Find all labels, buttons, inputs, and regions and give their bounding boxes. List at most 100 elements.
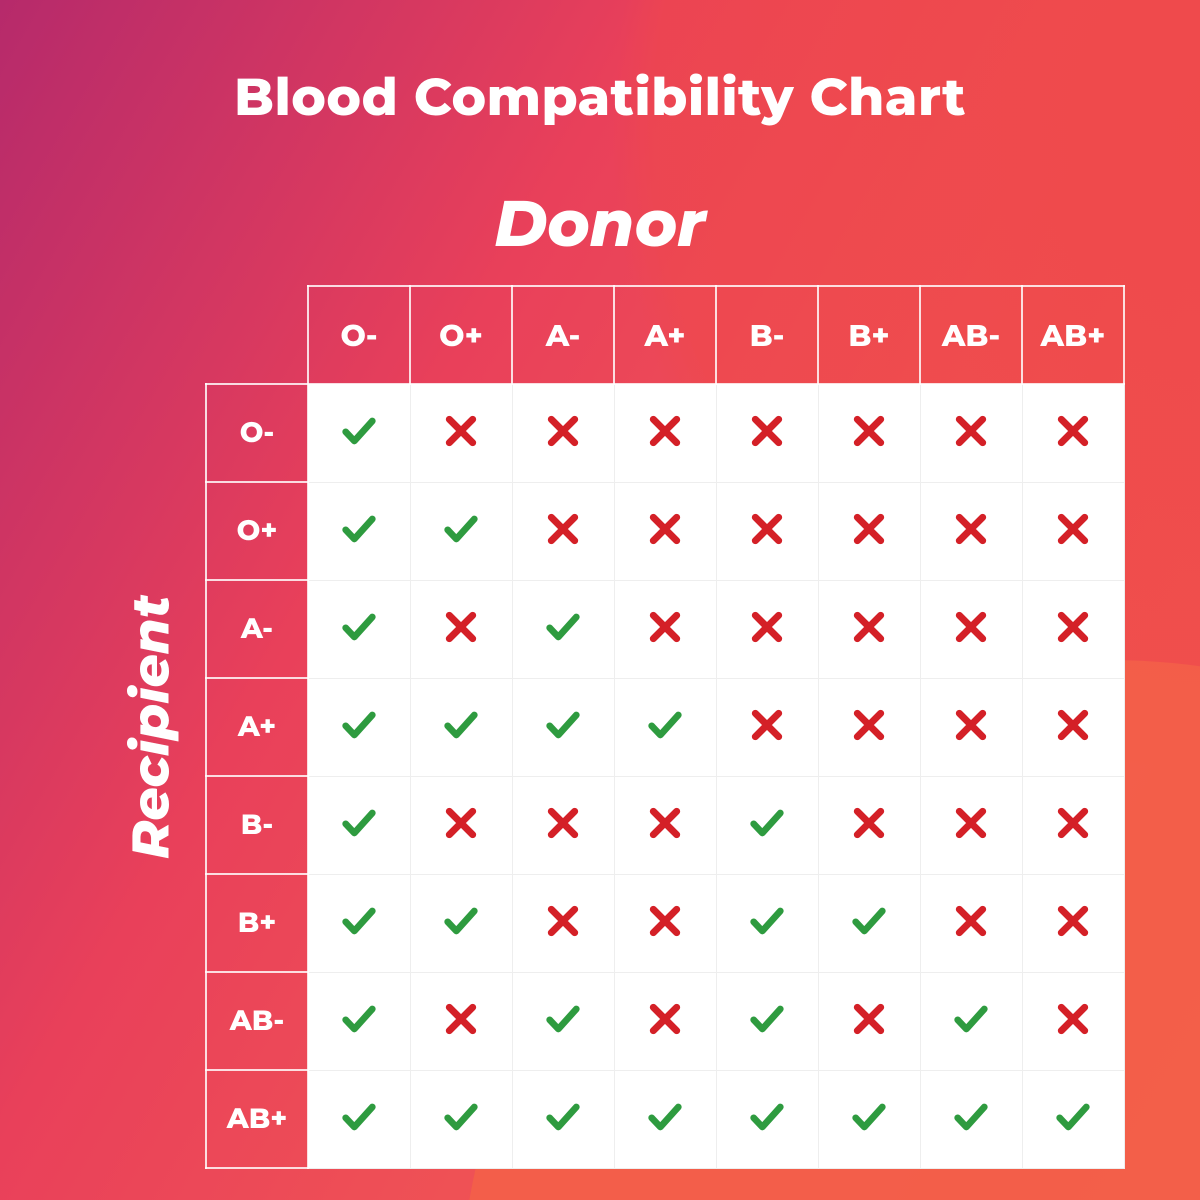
table-cell — [512, 482, 614, 580]
check-icon — [339, 1123, 379, 1142]
cross-icon — [645, 1025, 685, 1044]
table-cell — [614, 1070, 716, 1168]
table-row: B- — [206, 776, 1124, 874]
cross-icon — [1053, 437, 1093, 456]
check-icon — [951, 1025, 991, 1044]
table-cell — [818, 384, 920, 482]
cross-icon — [543, 927, 583, 946]
check-icon — [339, 437, 379, 456]
table-cell — [308, 874, 410, 972]
cross-icon — [543, 535, 583, 554]
table-cell — [410, 580, 512, 678]
table-cell — [920, 874, 1022, 972]
table-cell — [920, 972, 1022, 1070]
cross-icon — [1053, 927, 1093, 946]
check-icon — [747, 1123, 787, 1142]
cross-icon — [543, 437, 583, 456]
cross-icon — [543, 829, 583, 848]
row-header: O+ — [206, 482, 308, 580]
table-cell — [512, 972, 614, 1070]
table-cell — [512, 384, 614, 482]
table-cell — [614, 384, 716, 482]
table-row: B+ — [206, 874, 1124, 972]
cross-icon — [645, 829, 685, 848]
check-icon — [339, 927, 379, 946]
table-cell — [716, 776, 818, 874]
table-cell — [716, 580, 818, 678]
cross-icon — [849, 1025, 889, 1044]
cross-icon — [951, 927, 991, 946]
table-cell — [1022, 874, 1124, 972]
cross-icon — [951, 535, 991, 554]
table-cell — [1022, 1070, 1124, 1168]
check-icon — [747, 927, 787, 946]
table-row: A+ — [206, 678, 1124, 776]
check-icon — [339, 731, 379, 750]
table-cell — [410, 874, 512, 972]
row-header: B- — [206, 776, 308, 874]
table-cell — [308, 678, 410, 776]
table-cell — [308, 972, 410, 1070]
table-cell — [1022, 972, 1124, 1070]
row-header: A- — [206, 580, 308, 678]
table-cell — [614, 776, 716, 874]
cross-icon — [951, 731, 991, 750]
table-cell — [920, 580, 1022, 678]
cross-icon — [1053, 633, 1093, 652]
cross-icon — [849, 535, 889, 554]
table-cell — [920, 678, 1022, 776]
cross-icon — [441, 1025, 481, 1044]
col-header: AB+ — [1022, 286, 1124, 384]
table-cell — [308, 482, 410, 580]
cross-icon — [747, 633, 787, 652]
cross-icon — [951, 829, 991, 848]
check-icon — [339, 633, 379, 652]
check-icon — [1053, 1123, 1093, 1142]
table-cell — [614, 874, 716, 972]
table-row: O- — [206, 384, 1124, 482]
table-cell — [410, 776, 512, 874]
check-icon — [543, 1025, 583, 1044]
row-header: A+ — [206, 678, 308, 776]
table-cell — [920, 776, 1022, 874]
table-cell — [308, 1070, 410, 1168]
page-title: Blood Compatibility Chart — [234, 66, 966, 129]
cross-icon — [747, 437, 787, 456]
table-row: A- — [206, 580, 1124, 678]
cross-icon — [747, 731, 787, 750]
table-cell — [818, 776, 920, 874]
table-corner — [206, 286, 308, 384]
table-header-row: O- O+ A- A+ B- B+ AB- AB+ — [206, 286, 1124, 384]
table-cell — [614, 482, 716, 580]
table-cell — [920, 1070, 1022, 1168]
table-cell — [716, 1070, 818, 1168]
cross-icon — [849, 437, 889, 456]
table-cell — [512, 776, 614, 874]
check-icon — [747, 829, 787, 848]
table-cell — [512, 580, 614, 678]
table-cell — [512, 678, 614, 776]
axis-label-recipient: Recipient — [120, 595, 183, 859]
table-cell — [512, 1070, 614, 1168]
cross-icon — [849, 829, 889, 848]
check-icon — [339, 535, 379, 554]
grid-area: Recipient O- O+ A- A+ B- B+ AB- AB+ O-O+… — [75, 285, 1125, 1169]
table-cell — [920, 384, 1022, 482]
col-header: O+ — [410, 286, 512, 384]
col-header: AB- — [920, 286, 1022, 384]
cross-icon — [951, 437, 991, 456]
table-row: AB+ — [206, 1070, 1124, 1168]
table-cell — [818, 1070, 920, 1168]
cross-icon — [849, 633, 889, 652]
check-icon — [543, 1123, 583, 1142]
check-icon — [849, 1123, 889, 1142]
table-cell — [1022, 776, 1124, 874]
cross-icon — [951, 633, 991, 652]
cross-icon — [441, 829, 481, 848]
table-row: O+ — [206, 482, 1124, 580]
table-cell — [614, 972, 716, 1070]
cross-icon — [645, 633, 685, 652]
cross-icon — [1053, 1025, 1093, 1044]
check-icon — [951, 1123, 991, 1142]
table-cell — [614, 678, 716, 776]
